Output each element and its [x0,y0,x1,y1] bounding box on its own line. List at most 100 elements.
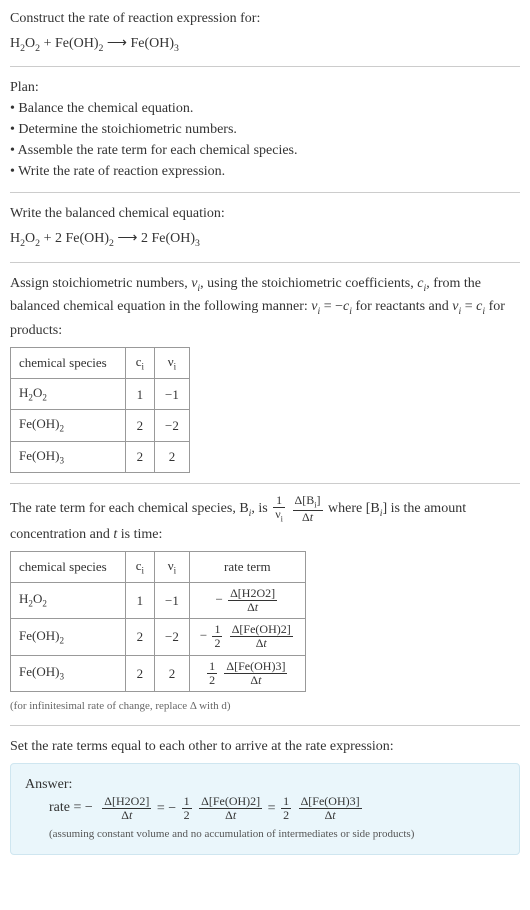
cell-species: Fe(OH)3 [11,441,126,472]
divider [10,66,520,67]
plan-item: • Write the rate of reaction expression. [10,161,520,182]
frac-num: Δ[Fe(OH)2] [199,795,262,809]
frac-num: 1 [281,795,291,809]
frac-num: Δ[H2O2] [102,795,151,809]
col-rate: rate term [189,551,305,582]
frac-den: Δt [199,809,262,822]
rate-half: 1 2 [212,623,222,650]
table-row: Fe(OH)3 2 2 [11,441,190,472]
prompt-line: Construct the rate of reaction expressio… [10,8,520,29]
rate-eq-label: rate = − [49,800,93,815]
frac-num: Δ[Fe(OH)3] [299,795,362,809]
answer-box: Answer: rate = − Δ[H2O2] Δt = − 1 2 Δ[Fe… [10,763,520,856]
cell-ci: 2 [125,410,154,441]
frac-den: νi [273,508,285,524]
rate-frac-delta: Δ[Bi] Δt [293,494,323,524]
stoich-table: chemical species ci νi H2O2 1 −1 Fe(OH)2… [10,347,190,473]
divider [10,192,520,193]
divider [10,262,520,263]
frac-num: Δ[H2O2] [228,587,277,601]
stoich-explanation: Assign stoichiometric numbers, νi, using… [10,273,520,341]
cell-vi: −2 [155,410,190,441]
rate-frac-coeff: 1 νi [273,494,285,524]
frac-den: 2 [212,637,222,650]
cell-vi: 2 [155,441,190,472]
cell-vi: −1 [155,379,190,410]
frac-num: 1 [212,623,222,637]
eq-sep: = − [157,800,176,815]
col-species: chemical species [11,551,126,582]
divider [10,483,520,484]
frac-den: Δt [293,511,323,524]
table-row: H2O2 1 −1 − Δ[H2O2] Δt [11,582,306,618]
cell-ci: 2 [125,655,154,691]
table-header-row: chemical species ci νi [11,347,190,378]
plan-item: • Balance the chemical equation. [10,98,520,119]
balanced-label: Write the balanced chemical equation: [10,203,520,224]
col-vi: νi [155,551,190,582]
frac-den: Δt [299,809,362,822]
cell-species: H2O2 [11,582,126,618]
frac-den: Δt [102,809,151,822]
answer-expression: rate = − Δ[H2O2] Δt = − 1 2 Δ[Fe(OH)2] Δ… [49,795,505,822]
frac-den: 2 [182,809,192,822]
final-text: Set the rate terms equal to each other t… [10,736,520,757]
frac-num: Δ[Fe(OH)3] [224,660,287,674]
col-ci: ci [125,551,154,582]
cell-rate: − 1 2 Δ[Fe(OH)2] Δt [189,619,305,655]
col-species: chemical species [11,347,126,378]
rate-half: 1 2 [207,660,217,687]
cell-ci: 2 [125,619,154,655]
rate-text-pre: The rate term for each chemical species,… [10,501,271,516]
rate-frac: Δ[Fe(OH)3] Δt [224,660,287,687]
frac-num: 1 [273,494,285,508]
plan-heading: Plan: [10,77,520,98]
col-ci: ci [125,347,154,378]
table-row: Fe(OH)2 2 −2 [11,410,190,441]
rate-frac: Δ[Fe(OH)2] Δt [230,623,293,650]
cell-vi: 2 [155,655,190,691]
rate-prefix: − [216,592,223,607]
cell-vi: −1 [155,582,190,618]
frac-den: 2 [207,674,217,687]
rate-explanation: The rate term for each chemical species,… [10,494,520,545]
frac-den: Δt [228,601,277,614]
cell-species: Fe(OH)3 [11,655,126,691]
answer-frac: Δ[Fe(OH)2] Δt [199,795,262,822]
frac-num: 1 [182,795,192,809]
table-row: Fe(OH)3 2 2 1 2 Δ[Fe(OH)3] Δt [11,655,306,691]
table-row: Fe(OH)2 2 −2 − 1 2 Δ[Fe(OH)2] Δt [11,619,306,655]
answer-label: Answer: [25,774,505,795]
cell-ci: 2 [125,441,154,472]
rate-frac: Δ[H2O2] Δt [228,587,277,614]
frac-num: Δ[Fe(OH)2] [230,623,293,637]
divider [10,725,520,726]
frac-den: Δt [224,674,287,687]
cell-ci: 1 [125,582,154,618]
frac-num: 1 [207,660,217,674]
table-footnote: (for infinitesimal rate of change, repla… [10,698,520,715]
answer-half: 1 2 [281,795,291,822]
balanced-equation: H2O2 + 2 Fe(OH)2 ⟶ 2 Fe(OH)3 [10,228,520,251]
plan-item: • Assemble the rate term for each chemic… [10,140,520,161]
answer-frac: Δ[H2O2] Δt [102,795,151,822]
table-header-row: chemical species ci νi rate term [11,551,306,582]
cell-species: Fe(OH)2 [11,410,126,441]
eq-sep: = [268,800,279,815]
answer-frac: Δ[Fe(OH)3] Δt [299,795,362,822]
answer-note: (assuming constant volume and no accumul… [49,826,505,843]
col-vi: νi [155,347,190,378]
frac-den: 2 [281,809,291,822]
answer-half: 1 2 [182,795,192,822]
rate-prefix: − [200,628,207,643]
frac-den: Δt [230,637,293,650]
cell-vi: −2 [155,619,190,655]
frac-num: Δ[Bi] [293,494,323,511]
cell-rate: − Δ[H2O2] Δt [189,582,305,618]
cell-species: H2O2 [11,379,126,410]
table-row: H2O2 1 −1 [11,379,190,410]
unbalanced-equation: H2O2 + Fe(OH)2 ⟶ Fe(OH)3 [10,33,520,56]
cell-rate: 1 2 Δ[Fe(OH)3] Δt [189,655,305,691]
cell-ci: 1 [125,379,154,410]
cell-species: Fe(OH)2 [11,619,126,655]
